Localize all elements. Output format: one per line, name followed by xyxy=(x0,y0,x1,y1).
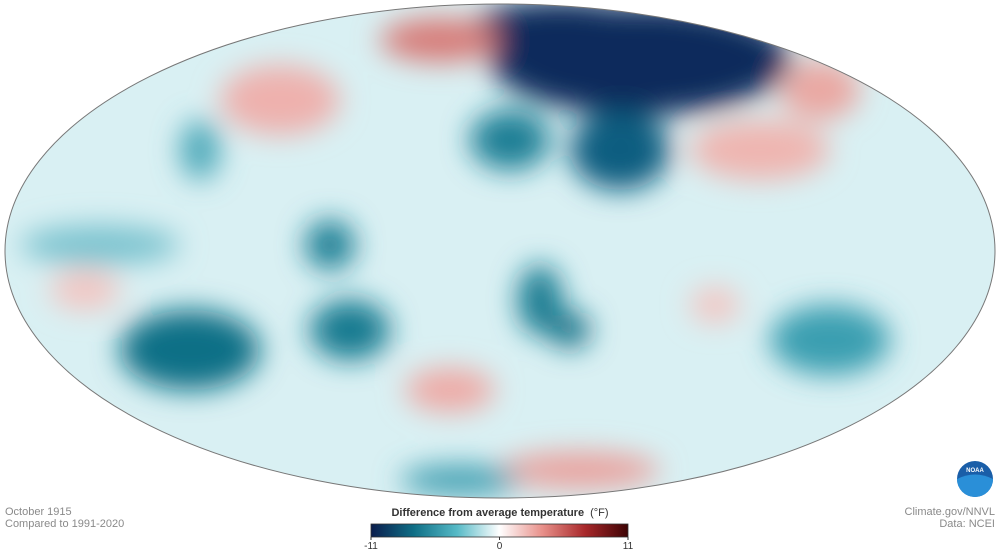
logo: NOAA xyxy=(957,461,993,497)
legend-title: Difference from average temperature (°F) xyxy=(391,507,608,519)
tick-label: 0 xyxy=(497,541,503,552)
tick-label: 11 xyxy=(623,541,634,552)
legend-unit: (°F) xyxy=(590,507,608,519)
colorbar-ticks: -11 0 11 xyxy=(364,537,634,552)
data-credit: Data: NCEI xyxy=(939,518,995,530)
logo-text: NOAA xyxy=(966,468,984,474)
legend-title-text: Difference from average temperature xyxy=(391,507,584,519)
date: October 1915 xyxy=(5,506,72,518)
colorbar xyxy=(370,523,629,538)
source: Climate.gov/NNVL xyxy=(904,506,995,518)
baseline: Compared to 1991-2020 xyxy=(5,518,125,530)
temperature-field xyxy=(5,4,995,498)
tick-label: -11 xyxy=(364,541,378,552)
